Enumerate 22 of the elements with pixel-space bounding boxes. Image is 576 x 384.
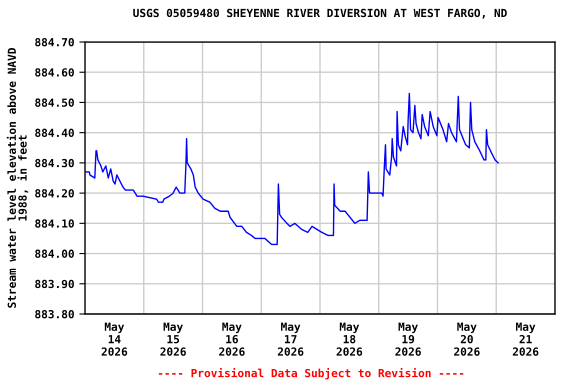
y-axis-title: Stream water level elevation above NAVD 1988, in feet (6, 48, 28, 308)
y-tick-label: 884.30 (35, 158, 74, 168)
x-tick-label: May 21 2026 (512, 322, 538, 356)
y-tick-label: 884.10 (35, 219, 74, 228)
x-tick-label: May 16 2026 (219, 322, 245, 356)
line-series (86, 92, 499, 246)
y-tick-label: 884.00 (35, 250, 74, 258)
y-tick-label: 884.60 (35, 68, 74, 77)
y-tick-label: 884.50 (35, 98, 74, 107)
x-tick-label: May 20 2026 (454, 322, 480, 356)
chart-title: USGS 05059480 SHEYENNE RIVER DIVERSION AT WEST FARGO, ND (133, 8, 507, 19)
y-tick-label: 883.90 (35, 280, 74, 288)
y-tick-label: 884.20 (35, 189, 74, 198)
x-tick-label: May 14 2026 (102, 322, 128, 356)
x-tick-label: May 15 2026 (160, 322, 186, 356)
x-tick-label: May 18 2026 (336, 322, 362, 356)
y-tick-label: 884.70 (35, 38, 74, 46)
y-tick-label: 883.80 (35, 310, 74, 318)
x-tick-label: May 19 2026 (395, 322, 421, 356)
text: ---- Provisional Data Subject to Revision ---- (158, 368, 464, 380)
x-tick-label: May 17 2026 (278, 322, 304, 356)
y-tick-label: 884.40 (35, 128, 74, 138)
